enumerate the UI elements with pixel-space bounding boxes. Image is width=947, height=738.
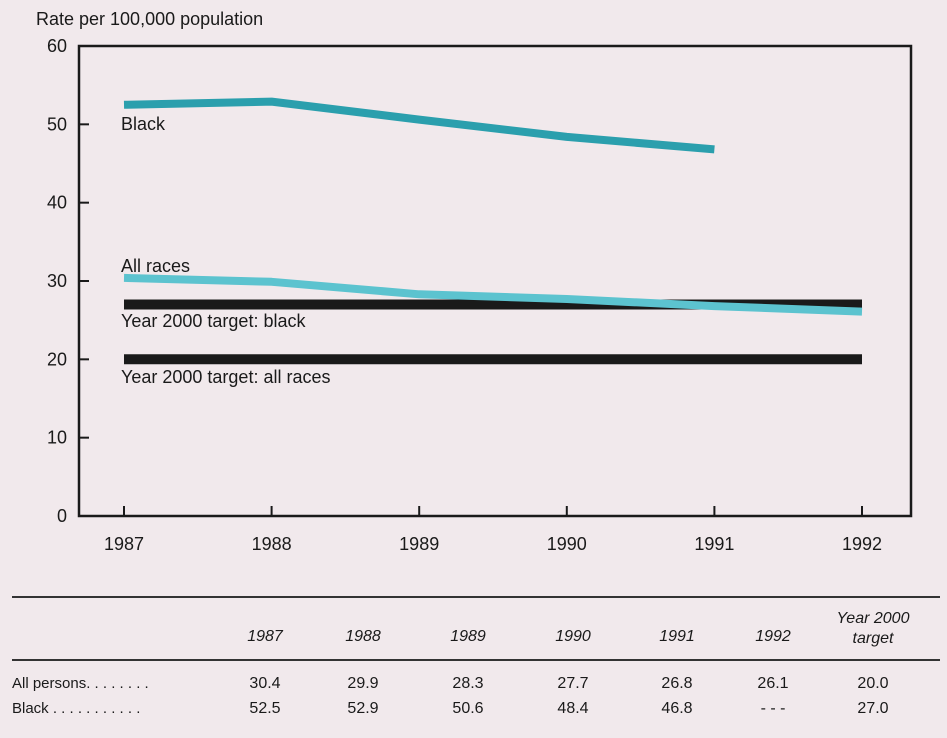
- cell-black-1987: 52.5: [249, 700, 281, 717]
- y-tick-label-30: 30: [47, 271, 67, 291]
- cell-black-1990: 48.4: [557, 700, 589, 717]
- series-lines: [123, 97, 863, 365]
- y-tick-label-0: 0: [57, 506, 67, 526]
- x-tick-label-1989: 1989: [399, 534, 439, 554]
- col-header-1988: 1988: [345, 628, 381, 645]
- cell-black-1989: 50.6: [452, 700, 484, 717]
- x-tick-label-1991: 1991: [694, 534, 734, 554]
- cell-all-1990: 27.7: [557, 675, 589, 692]
- x-tick-label-1992: 1992: [842, 534, 882, 554]
- x-tick-label-1988: 1988: [252, 534, 292, 554]
- series-label-all-races: All races: [121, 256, 190, 276]
- y-tick-label-60: 60: [47, 36, 67, 56]
- cell-all-1987: 30.4: [249, 675, 281, 692]
- cell-all-1991: 26.8: [661, 675, 693, 692]
- target-header-line2: target: [852, 630, 894, 647]
- col-header-1987: 1987: [247, 628, 283, 645]
- line-black: [123, 97, 715, 154]
- col-header-target: Year 2000 target: [818, 609, 928, 649]
- cell-all-target: 20.0: [857, 675, 889, 692]
- cell-all-1989: 28.3: [452, 675, 484, 692]
- y-tick-label-20: 20: [47, 349, 67, 369]
- cell-black-1991: 46.8: [661, 700, 693, 717]
- cell-all-1988: 29.9: [347, 675, 379, 692]
- row-label-black: Black . . . . . . . . . . .: [12, 700, 141, 717]
- y-tick-label-10: 10: [47, 428, 67, 448]
- x-axis: 1987 1988 1989 1990 1991 1992: [104, 506, 882, 554]
- series-label-target-all-races: Year 2000 target: all races: [121, 367, 330, 387]
- col-header-1990: 1990: [555, 628, 591, 645]
- y-tick-label-50: 50: [47, 114, 67, 134]
- y-tick-label-40: 40: [47, 193, 67, 213]
- series-label-black: Black: [121, 114, 166, 134]
- x-tick-label-1990: 1990: [547, 534, 587, 554]
- target-header-line1: Year 2000: [836, 610, 910, 627]
- y-axis-label: Rate per 100,000 population: [36, 9, 263, 29]
- table-top-rule: [12, 596, 940, 598]
- cell-all-1992: 26.1: [757, 675, 789, 692]
- col-header-1989: 1989: [450, 628, 486, 645]
- line-all-races: [123, 273, 863, 316]
- x-tick-label-1987: 1987: [104, 534, 144, 554]
- row-label-all-persons: All persons. . . . . . . .: [12, 675, 149, 692]
- col-header-1992: 1992: [755, 628, 791, 645]
- series-labels: Black All races Year 2000 target: black …: [121, 114, 330, 387]
- line-chart: Rate per 100,000 population 0 10 20 30 40 50 6…: [36, 9, 913, 554]
- col-header-1991: 1991: [659, 628, 695, 645]
- y-axis: 0 10 20 30 40 50 60: [47, 36, 89, 526]
- table-header-rule: [12, 659, 940, 661]
- series-label-target-black: Year 2000 target: black: [121, 311, 306, 331]
- cell-black-target: 27.0: [857, 700, 889, 717]
- cell-black-1988: 52.9: [347, 700, 379, 717]
- cell-black-1992: - - -: [760, 700, 786, 717]
